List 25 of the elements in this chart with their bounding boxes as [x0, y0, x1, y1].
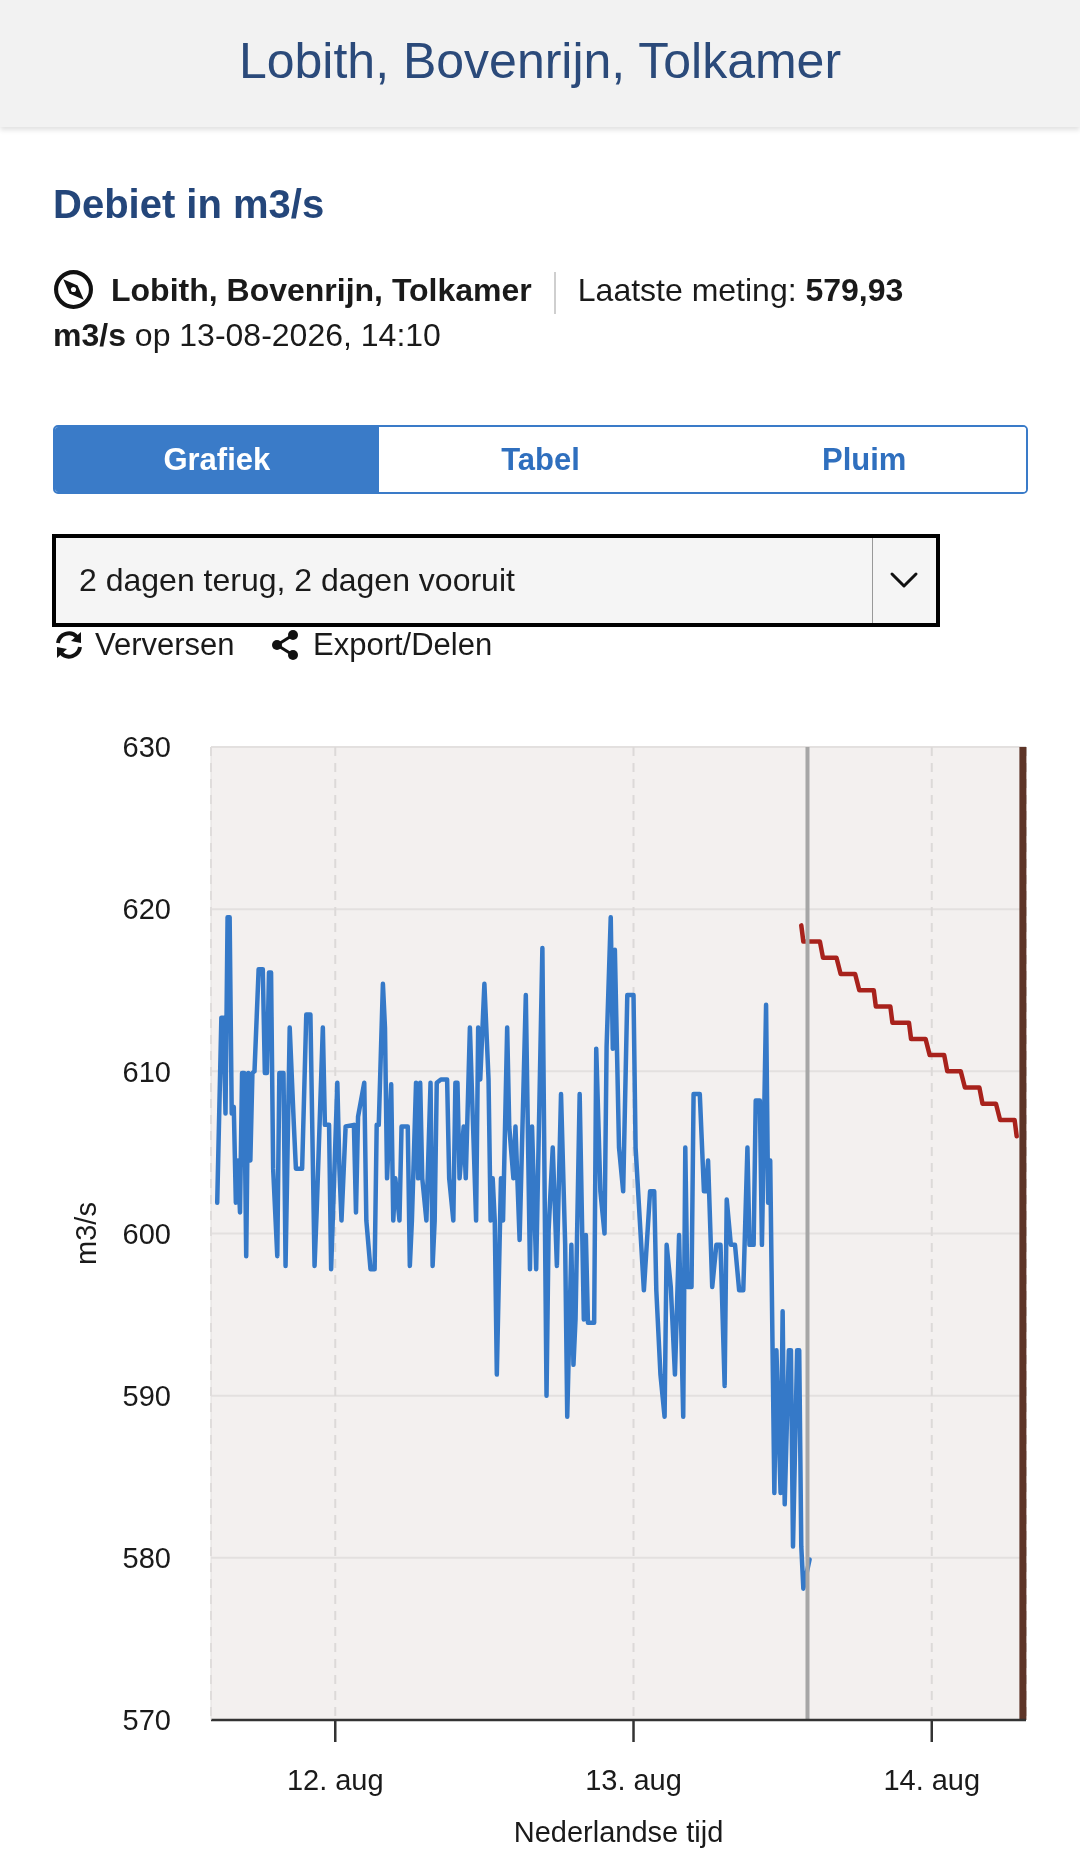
chart-title: Lobith, Bovenrijn, Tolkamer — [237, 32, 843, 91]
y-tick-label: 590 — [122, 1379, 171, 1412]
text: Verversen — [95, 626, 235, 664]
text: m3/s — [53, 317, 126, 353]
y-tick-label: 600 — [122, 1217, 171, 1250]
x-tick-label: 12. aug — [286, 1763, 384, 1796]
text: 579,93 — [805, 272, 904, 308]
chart-subtitle: Debiet in m3/s — [53, 181, 325, 228]
select-field: 2 dagen terug, 2 dagen vooruit — [52, 534, 940, 627]
y-tick-label: 580 — [122, 1542, 171, 1575]
text: Lobith, Bovenrijn, Tolkamer — [111, 272, 532, 308]
text: Laatste meting: — [577, 272, 797, 308]
line-series — [799, 923, 1019, 1139]
y-tick-label: 570 — [122, 1704, 171, 1737]
x-tick-label: 14. aug — [883, 1763, 981, 1796]
line-series — [214, 915, 812, 1591]
y-tick-label: 620 — [122, 893, 171, 926]
text: op 13-08-2026, 14:10 — [134, 317, 441, 353]
tab-bar: Grafiek Tabel Pluim — [53, 425, 1028, 494]
y-tick-label: 610 — [122, 1055, 171, 1088]
y-axis-title: m3/s — [70, 1202, 102, 1265]
y-tick-label: 630 — [122, 731, 171, 764]
x-tick-label: 13. aug — [585, 1763, 682, 1796]
x-axis-title: Nederlandse tijd — [513, 1816, 724, 1848]
text: Export/Delen — [313, 626, 493, 664]
